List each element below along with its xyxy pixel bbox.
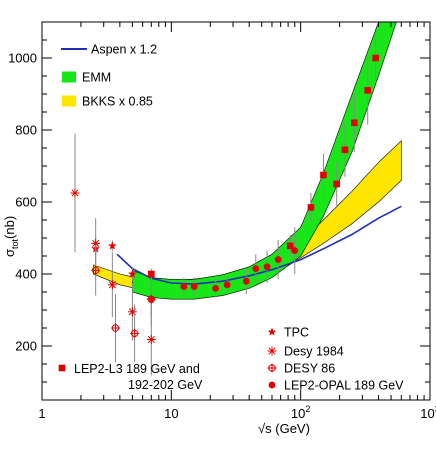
point-lep2-l3-189-gev-and-192-202-gev-4	[333, 180, 341, 188]
legend-label-1: EMM	[82, 71, 111, 85]
model-bands	[93, 22, 402, 300]
y-tick-label-0: 200	[15, 339, 37, 354]
legend-right-label-1: Desy 1984	[284, 345, 344, 359]
y-axis-title-main: σ	[2, 249, 17, 257]
legend-l3-line1: LEP2-L3 189 GeV and	[74, 362, 200, 376]
point-desy-86-1	[110, 323, 120, 333]
legend-right-label-2: DESY 86	[284, 362, 335, 376]
legend-marker-0	[267, 327, 277, 336]
x-tick-label-2: 102	[291, 404, 310, 421]
x-axis-title: √s (GeV)	[258, 421, 310, 436]
legend-marker-3	[268, 381, 276, 389]
point-lep2-l3-189-gev-and-192-202-gev-3	[320, 171, 327, 179]
x-tick-label-0: 1	[38, 406, 45, 421]
axes: 1 10 102 103 200 400 600 800 1000	[8, 21, 436, 421]
point-lep2-l3-189-gev-and-192-202-gev-7	[364, 87, 372, 94]
x-tick-label-1: 10	[164, 406, 178, 421]
legend-l3-line2: 192-202 GeV	[128, 378, 203, 392]
point-lep2-l3-189-gev-and-192-202-gev-0	[147, 270, 155, 278]
legend-right-label-3: LEP2-OPAL 189 GeV	[284, 379, 404, 393]
y-tick-label-3: 800	[15, 123, 37, 138]
legend-l3-marker	[58, 364, 66, 372]
point-lep2-opal-189-gev-5	[252, 265, 260, 272]
point-tpc-2	[128, 269, 137, 278]
point-lep2-l3-189-gev-and-192-202-gev-5	[341, 146, 349, 154]
point-desy-1984-4	[146, 335, 156, 345]
point-desy-86-3	[146, 294, 156, 304]
y-tick-label-4: 1000	[8, 51, 37, 66]
point-lep2-l3-189-gev-and-192-202-gev-8	[372, 54, 379, 62]
point-lep2-opal-189-gev-4	[242, 277, 250, 285]
point-lep2-l3-189-gev-and-192-202-gev-1	[286, 242, 294, 250]
legend-marker-2	[267, 363, 277, 373]
point-lep2-opal-189-gev-0	[180, 283, 188, 290]
point-lep2-opal-189-gev-2	[212, 285, 220, 292]
point-desy-1984-3	[127, 307, 137, 317]
point-lep2-l3-189-gev-and-192-202-gev-2	[307, 204, 315, 211]
y-tick-label-1: 400	[15, 267, 37, 282]
y-tick-label-2: 600	[15, 195, 37, 210]
point-lep2-opal-189-gev-7	[274, 256, 282, 263]
point-lep2-opal-189-gev-6	[263, 263, 271, 271]
legend-box-2	[62, 95, 76, 107]
legend-label-2: BKKS x 0.85	[82, 95, 153, 109]
y-axis-title: σtot(nb)	[2, 216, 20, 257]
plot-frame	[41, 21, 431, 401]
data-points	[70, 32, 379, 376]
legend-box-1	[62, 71, 76, 83]
legend-label-0: Aspen x 1.2	[91, 43, 157, 57]
y-axis-title-tail: (nb)	[2, 216, 17, 239]
point-desy-1984-0	[70, 188, 80, 198]
legend: Aspen x 1.2 EMM BKKS x 0.85 TPC Desy 1984 DES…	[58, 43, 404, 393]
point-lep2-opal-189-gev-1	[190, 283, 198, 290]
point-desy-86-0	[91, 265, 101, 275]
point-desy-1984-2	[107, 280, 117, 290]
point-lep2-opal-189-gev-3	[223, 281, 231, 289]
legend-right-label-0: TPC	[284, 326, 309, 340]
legend-marker-1	[267, 346, 277, 356]
band-emm	[132, 22, 397, 300]
point-lep2-l3-189-gev-and-192-202-gev-6	[351, 119, 358, 127]
point-desy-86-2	[130, 328, 140, 338]
point-tpc-1	[108, 241, 117, 250]
y-axis-title-sub: tot	[10, 238, 20, 249]
x-tick-label-3: 103	[420, 404, 436, 421]
